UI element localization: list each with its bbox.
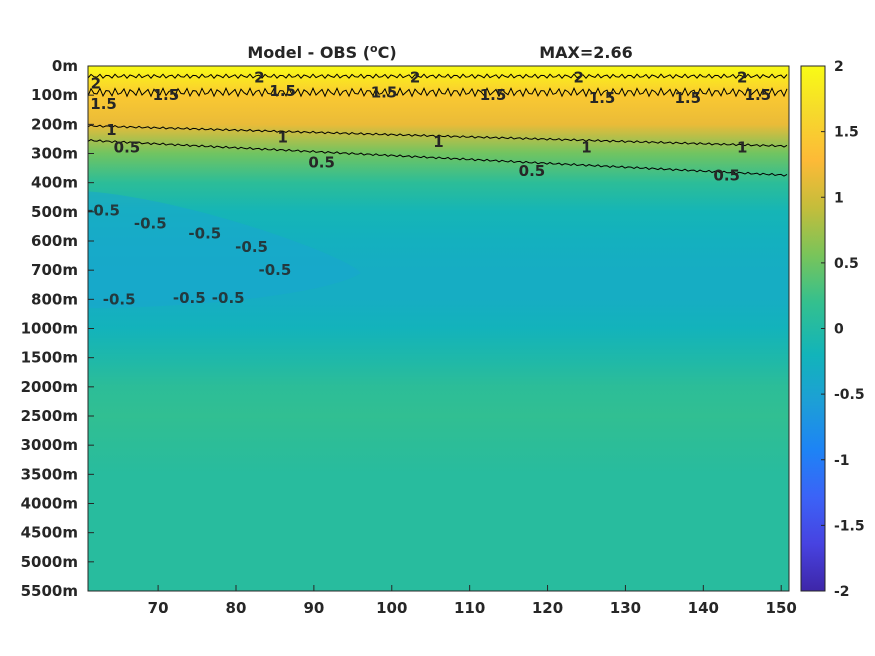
heatmap-field — [88, 66, 789, 591]
contour-label: 2 — [410, 69, 420, 87]
contour-0-5 — [88, 139, 788, 177]
x-tick-label: 130 — [610, 599, 641, 617]
y-tick-label: 1500m — [21, 349, 78, 367]
colorbar-ticks: 2 1.5 1 0.5 0 -0.5 -1 -1.5 -2 — [821, 59, 865, 600]
contour-label: 1.5 — [480, 86, 507, 104]
contour-1 — [88, 124, 788, 148]
contour-label: 2 — [91, 75, 101, 93]
colorbar-tick-label: 1.5 — [834, 125, 859, 141]
contour-1-5 — [88, 87, 788, 98]
contour-labels: 21.5 1.521.521.521.5 1.521.5 1.51 1 1 1 10.50.5… — [87, 69, 771, 309]
contour-lines — [88, 73, 788, 177]
contour-label: -0.5 — [103, 290, 136, 308]
colorbar-tick-label: 1 — [834, 190, 844, 206]
contour-label: 1 — [433, 133, 443, 151]
y-tick-label: 1000m — [21, 320, 78, 338]
y-tick-label: 4000m — [21, 495, 78, 513]
colorbar-tick-label: 0 — [834, 322, 844, 338]
y-tick-label: 5500m — [21, 582, 78, 600]
colorbar-tick-label: -1.5 — [834, 518, 865, 534]
y-tick-label: 2000m — [21, 378, 78, 396]
contour-label: -0.5 — [173, 289, 206, 307]
y-tick-label: 500m — [31, 203, 78, 221]
contour-label: 1 — [737, 139, 747, 157]
x-tick-label: 150 — [766, 599, 797, 617]
contour-label: -0.5 — [212, 289, 245, 307]
contour-label: -0.5 — [134, 215, 167, 233]
contour-label: 1 — [106, 121, 116, 139]
y-tick-label: 2500m — [21, 407, 78, 425]
contour-label: 0.5 — [519, 162, 546, 180]
contour-label: 1.5 — [589, 89, 616, 107]
contour-label: 1 — [278, 128, 288, 146]
x-tick-label: 80 — [226, 599, 247, 617]
y-tick-label: 3500m — [21, 465, 78, 483]
contour-label: -0.5 — [259, 261, 292, 279]
y-tick-label: 0m — [52, 57, 78, 75]
x-tick-label: 120 — [532, 599, 563, 617]
chart-max-label: MAX=2.66 — [539, 43, 633, 62]
contour-label: 0.5 — [114, 139, 141, 157]
contour-label: 0.5 — [713, 166, 740, 184]
y-tick-label: 3000m — [21, 436, 78, 454]
contour-2-top — [88, 73, 788, 79]
y-tick-label: 5000m — [21, 553, 78, 571]
y-tick-label: 800m — [31, 290, 78, 308]
y-tick-label: 300m — [31, 145, 78, 163]
contour-label: 0.5 — [308, 153, 335, 171]
y-tick-label: 200m — [31, 115, 78, 133]
y-tick-label: 100m — [31, 86, 78, 104]
contour-label: 1 — [581, 139, 591, 157]
x-tick-label: 90 — [303, 599, 324, 617]
cold-anomaly-region — [88, 191, 361, 309]
contour-label: 1.5 — [745, 86, 772, 104]
y-tick-label: 700m — [31, 261, 78, 279]
x-tick-label: 110 — [454, 599, 485, 617]
colorbar-tick-label: -2 — [834, 584, 850, 600]
x-tick-label: 70 — [148, 599, 169, 617]
contour-label: -0.5 — [87, 201, 120, 219]
contour-label: 1.5 — [371, 83, 398, 101]
contour-label: -0.5 — [235, 238, 268, 256]
y-tick-label: 600m — [31, 232, 78, 250]
x-tick-label: 140 — [688, 599, 719, 617]
contour-label: -0.5 — [188, 225, 221, 243]
contour-label: 2 — [573, 69, 583, 87]
x-tick-label: 100 — [376, 599, 407, 617]
y-tick-label: 4500m — [21, 524, 78, 542]
contour-label: 1.5 — [269, 82, 296, 100]
contour-label: 2 — [254, 69, 264, 87]
contour-label: 1.5 — [90, 95, 117, 113]
colorbar-tick-label: -1 — [834, 453, 850, 469]
y-axis: 0m 100m 200m 300m 400m 500m 600m 700m 800m 1000m 1… — [21, 57, 94, 600]
colorbar-tick-label: -0.5 — [834, 387, 865, 403]
colorbar-tick-label: 2 — [834, 59, 844, 75]
contour-label: 2 — [737, 69, 747, 87]
colorbar-tick-label: 0.5 — [834, 256, 859, 272]
y-tick-label: 400m — [31, 174, 78, 192]
heatmap-background — [88, 66, 789, 591]
chart-title: Model - OBS (oC) — [247, 42, 396, 62]
contour-label: 1.5 — [674, 89, 701, 107]
contour-label: 1.5 — [153, 86, 180, 104]
x-axis: 70 80 90 100 110 120 130 140 150 — [148, 585, 797, 617]
